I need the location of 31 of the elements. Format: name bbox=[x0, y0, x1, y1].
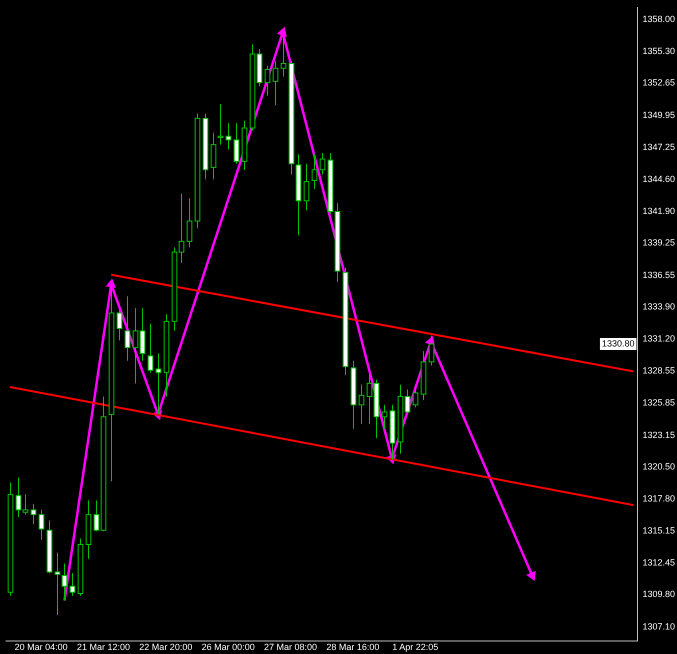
y-tick-label: 1333.90 bbox=[642, 301, 676, 312]
y-tick-label: 1325.85 bbox=[642, 398, 676, 408]
x-tick-label: 22 Mar 20:00 bbox=[139, 642, 192, 652]
annotation: 1330.80 bbox=[602, 338, 634, 348]
y-tick-label: 1331.20 bbox=[642, 334, 676, 344]
y-tick-label: 1344.60 bbox=[642, 174, 676, 184]
point bbox=[526, 570, 536, 582]
y-tick-label: 1317.80 bbox=[642, 494, 676, 504]
y-tick-label: 1339.25 bbox=[642, 238, 676, 248]
y-tick-label: 1320.50 bbox=[642, 461, 676, 472]
y-tick-label: 1328.55 bbox=[642, 365, 676, 376]
y-tick-label: 1315.15 bbox=[642, 525, 676, 536]
y-tick-label: 1352.65 bbox=[642, 78, 676, 88]
point bbox=[276, 26, 287, 37]
y-tick-label: 1307.10 bbox=[642, 621, 676, 632]
y-tick-label: 1341.90 bbox=[642, 206, 676, 216]
x-tick-label: 28 Mar 16:00 bbox=[326, 642, 380, 652]
x-tick-label: 1 Apr 22:05 bbox=[392, 642, 438, 652]
y-tick-label: 1347.25 bbox=[642, 142, 676, 152]
x-tick-label: 21 Mar 12:00 bbox=[76, 642, 130, 652]
y-tick-label: 1358.00 bbox=[642, 14, 676, 24]
x-tick-label: 27 Mar 08:00 bbox=[264, 642, 318, 652]
y-tick-label: 1309.80 bbox=[642, 589, 676, 600]
x-tick-label: 20 Mar 04:00 bbox=[14, 642, 68, 652]
point bbox=[106, 278, 116, 288]
y-tick-label: 1312.45 bbox=[642, 558, 676, 568]
x-tick-label: 26 Mar 00:00 bbox=[202, 642, 255, 652]
y-tick-label: 1349.95 bbox=[642, 110, 676, 120]
y-tick-label: 1336.55 bbox=[642, 270, 676, 280]
y-tick-label: 1323.15 bbox=[642, 430, 676, 440]
y-tick-label: 1355.30 bbox=[642, 46, 676, 56]
